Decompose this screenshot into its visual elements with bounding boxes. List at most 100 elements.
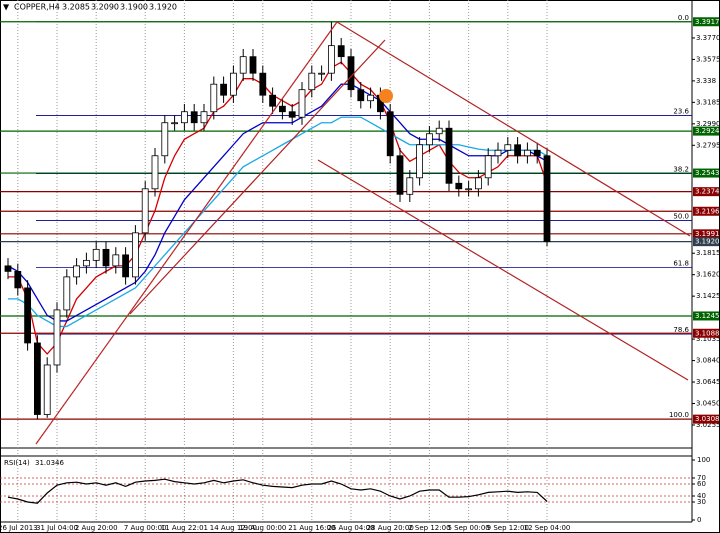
candle-body	[386, 111, 394, 157]
candle-body	[131, 232, 139, 278]
candle-body	[239, 56, 247, 74]
fib-label: 61.8	[673, 259, 689, 267]
candle-body	[249, 56, 257, 74]
moving-average	[8, 61, 548, 355]
candle-body	[347, 56, 355, 91]
price-level-box	[693, 17, 719, 27]
candle-body	[524, 149, 531, 157]
y-tick-label: 3.1815	[696, 249, 720, 257]
rsi-tick-label: 30	[697, 498, 706, 506]
candle-body	[141, 188, 149, 234]
header-value: 3.1900	[120, 3, 148, 12]
header-value: 3.2090	[91, 3, 119, 12]
y-tick-label: 3.1620	[696, 271, 720, 279]
candle-body	[465, 188, 473, 191]
candle-body	[161, 122, 169, 157]
rsi-value: 31.0346	[35, 459, 64, 467]
candle-body	[416, 144, 424, 179]
trend-line	[336, 21, 691, 237]
candle-body	[318, 72, 326, 75]
price-level-box	[693, 206, 719, 216]
y-tick-label: 3.338	[696, 77, 716, 85]
highlight-marker	[379, 89, 393, 103]
header-value: 3.1920	[149, 3, 177, 12]
price-level-label: 3.2374	[695, 188, 720, 196]
rsi-tick-label: 60	[697, 480, 706, 488]
candle-body	[122, 254, 129, 278]
fib-label: 38.2	[673, 166, 689, 174]
y-tick-label: 3.3575	[696, 55, 720, 63]
candle-body	[269, 94, 277, 107]
candle-body	[102, 248, 110, 267]
price-level-label: 3.1920	[695, 238, 720, 246]
y-tick-label: 3.0255	[696, 421, 720, 429]
candle-body	[298, 89, 306, 118]
price-level-box	[693, 311, 719, 321]
moving-average	[7, 83, 548, 322]
price-level-box	[693, 414, 719, 424]
candle-body	[220, 83, 228, 96]
price-level-label: 3.3917	[695, 18, 720, 26]
candle-body	[494, 149, 502, 157]
candle-body	[151, 155, 159, 190]
x-tick-label: 26 Jul 2013	[0, 524, 38, 532]
price-level-label: 3.2196	[695, 207, 720, 215]
moving-average	[8, 116, 548, 328]
candle-body	[14, 270, 22, 289]
x-tick-label: 2 Aug 20:00	[75, 524, 118, 532]
y-tick-label: 3.2990	[696, 120, 720, 128]
rsi-tick-label: 100	[697, 456, 710, 464]
candle-body	[543, 155, 551, 243]
x-tick-label: 12 Sep 04:00	[524, 524, 571, 532]
candle-body	[308, 72, 316, 91]
rsi-tick-label: 40	[697, 492, 706, 500]
rsi-tick-label: 70	[697, 474, 706, 482]
candle-body	[435, 127, 443, 135]
candle-body	[455, 182, 463, 190]
candle-body	[34, 342, 41, 415]
header-value: 3.2085	[62, 3, 90, 12]
x-tick-label: 7 Aug 00:00	[124, 524, 167, 532]
fib-label: 23.6	[673, 108, 689, 116]
symbol-arrow: ▼	[3, 3, 10, 12]
candle-body	[200, 111, 208, 124]
candle-body	[259, 72, 267, 96]
candle-body	[73, 265, 80, 278]
x-tick-label: 19 Aug 00:00	[239, 524, 286, 532]
candle-body	[4, 265, 12, 272]
price-level-box	[693, 328, 719, 338]
candle-body	[357, 89, 365, 102]
x-tick-label: 9 Sep 12:00	[487, 524, 529, 532]
fib-label: 0.0	[678, 14, 689, 22]
candle-body	[514, 144, 521, 157]
price-level-box	[693, 168, 719, 178]
candle-body	[425, 133, 433, 146]
rsi-tick-label: 0	[697, 516, 701, 524]
x-tick-label: 14 Aug 12:00	[210, 524, 257, 532]
candle-body	[83, 259, 90, 267]
y-tick-label: 3.0840	[696, 357, 720, 365]
candle-body	[229, 72, 237, 96]
x-tick-label: 31 Jul 04:00	[36, 524, 78, 532]
candle-body	[92, 248, 100, 261]
fib-label: 78.6	[673, 326, 689, 334]
candle-body	[24, 287, 32, 344]
candle-body	[484, 155, 492, 179]
y-tick-label: 3.1425	[696, 292, 720, 300]
price-level-box	[693, 187, 719, 197]
symbol: COPPER,H4	[14, 3, 60, 12]
x-tick-label: 21 Aug 16:00	[288, 524, 335, 532]
rsi-line	[7, 478, 548, 504]
x-tick-label: 11 Aug 22:01	[161, 524, 208, 532]
x-tick-label: 2 Sep 12:00	[408, 524, 450, 532]
rsi-label: RSI(14)	[4, 459, 30, 467]
candle-body	[171, 122, 179, 125]
price-level-box	[693, 237, 719, 247]
y-tick-label: 3.0645	[696, 378, 720, 386]
candle-body	[180, 111, 188, 124]
y-tick-label: 3.2795	[696, 141, 720, 149]
price-level-label: 3.1245	[695, 312, 720, 320]
candle-body	[327, 45, 335, 74]
